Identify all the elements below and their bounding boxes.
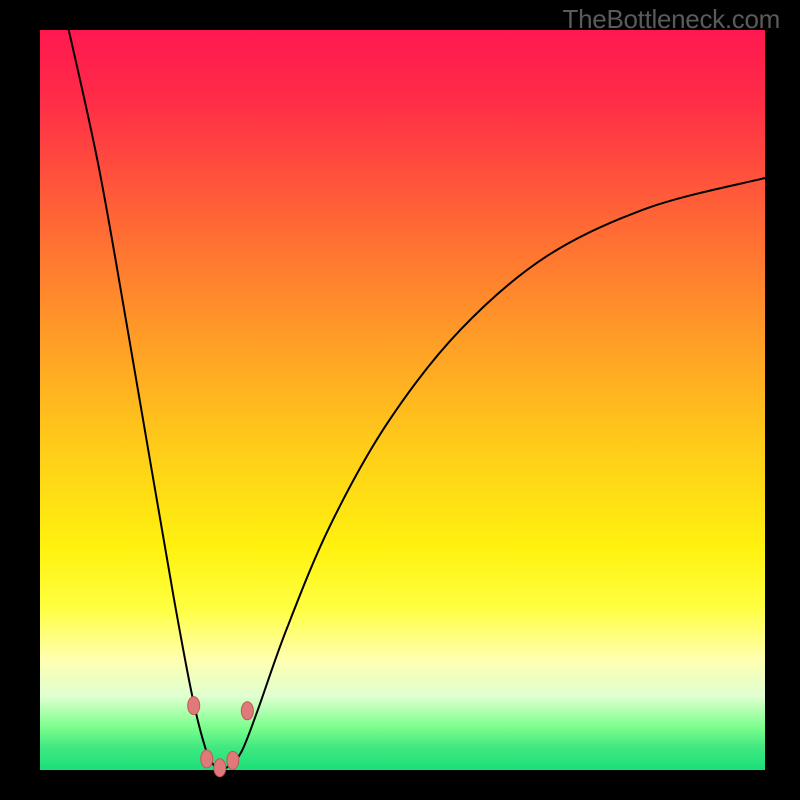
chart-container: TheBottleneck.com: [0, 0, 800, 800]
data-marker: [241, 702, 253, 720]
data-marker: [214, 759, 226, 777]
data-marker: [188, 697, 200, 715]
watermark-text: TheBottleneck.com: [563, 4, 780, 35]
bottleneck-chart-svg: [0, 0, 800, 800]
data-marker: [201, 750, 213, 768]
data-marker: [227, 751, 239, 769]
